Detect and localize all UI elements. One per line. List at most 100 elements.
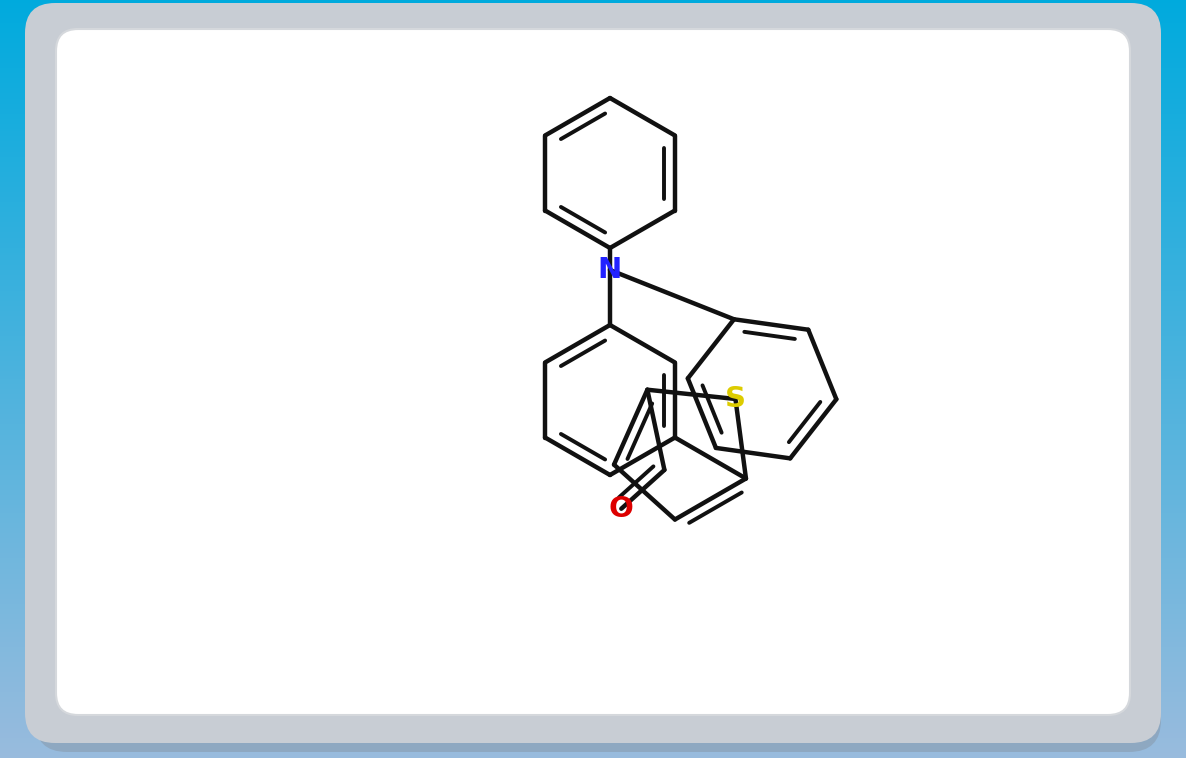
Bar bbox=[0, 538, 1186, 540]
Bar bbox=[0, 389, 1186, 392]
Bar bbox=[0, 364, 1186, 366]
Bar bbox=[0, 66, 1186, 68]
Bar bbox=[0, 601, 1186, 604]
Bar bbox=[0, 303, 1186, 305]
Bar bbox=[0, 220, 1186, 222]
Bar bbox=[0, 616, 1186, 619]
Bar bbox=[0, 437, 1186, 440]
Bar bbox=[0, 15, 1186, 17]
Bar bbox=[0, 419, 1186, 422]
Bar bbox=[0, 334, 1186, 336]
Bar bbox=[0, 576, 1186, 578]
Bar bbox=[0, 396, 1186, 399]
Bar bbox=[0, 424, 1186, 427]
FancyBboxPatch shape bbox=[36, 8, 1161, 752]
Bar bbox=[0, 275, 1186, 278]
Bar bbox=[0, 230, 1186, 233]
Bar bbox=[0, 735, 1186, 738]
Bar bbox=[0, 377, 1186, 379]
Bar bbox=[0, 305, 1186, 309]
Bar bbox=[0, 669, 1186, 672]
Bar bbox=[0, 750, 1186, 753]
Bar bbox=[0, 662, 1186, 665]
Bar bbox=[0, 74, 1186, 76]
Bar bbox=[0, 197, 1186, 199]
Bar bbox=[0, 152, 1186, 154]
Bar bbox=[0, 707, 1186, 710]
Bar bbox=[0, 612, 1186, 614]
Bar bbox=[0, 68, 1186, 70]
Bar bbox=[0, 597, 1186, 599]
Bar bbox=[0, 652, 1186, 654]
Bar bbox=[0, 460, 1186, 462]
Bar bbox=[0, 142, 1186, 144]
Text: N: N bbox=[598, 256, 623, 284]
Bar bbox=[0, 45, 1186, 48]
Bar bbox=[0, 559, 1186, 561]
Bar bbox=[0, 415, 1186, 417]
Bar bbox=[0, 553, 1186, 556]
Bar bbox=[0, 58, 1186, 61]
Bar bbox=[0, 36, 1186, 38]
Bar bbox=[0, 286, 1186, 288]
Bar bbox=[0, 715, 1186, 718]
Bar bbox=[0, 453, 1186, 455]
Bar bbox=[0, 104, 1186, 106]
Bar bbox=[0, 586, 1186, 589]
Bar bbox=[0, 243, 1186, 245]
Bar bbox=[0, 38, 1186, 40]
Bar bbox=[0, 682, 1186, 684]
Bar bbox=[0, 521, 1186, 523]
Bar bbox=[0, 180, 1186, 182]
Bar bbox=[0, 556, 1186, 559]
Bar bbox=[0, 665, 1186, 667]
Bar bbox=[0, 599, 1186, 601]
Bar bbox=[0, 318, 1186, 321]
Bar bbox=[0, 409, 1186, 412]
Bar bbox=[0, 637, 1186, 639]
Bar bbox=[0, 591, 1186, 594]
Bar bbox=[0, 25, 1186, 28]
Bar bbox=[0, 417, 1186, 419]
Bar bbox=[0, 394, 1186, 396]
Bar bbox=[0, 154, 1186, 157]
Bar bbox=[0, 589, 1186, 591]
Bar bbox=[0, 70, 1186, 74]
Bar bbox=[0, 222, 1186, 225]
Bar bbox=[0, 0, 1186, 2]
Bar bbox=[0, 642, 1186, 644]
Bar bbox=[0, 159, 1186, 161]
Bar bbox=[0, 83, 1186, 86]
Bar bbox=[0, 10, 1186, 13]
Bar bbox=[0, 503, 1186, 506]
Bar bbox=[0, 8, 1186, 10]
Bar bbox=[0, 447, 1186, 449]
Bar bbox=[0, 134, 1186, 136]
Bar bbox=[0, 195, 1186, 197]
Bar bbox=[0, 697, 1186, 700]
Bar bbox=[0, 99, 1186, 101]
Bar bbox=[0, 205, 1186, 207]
Bar bbox=[0, 207, 1186, 210]
Bar bbox=[0, 680, 1186, 682]
Bar bbox=[0, 157, 1186, 159]
Bar bbox=[0, 629, 1186, 631]
Bar bbox=[0, 713, 1186, 715]
Bar bbox=[0, 167, 1186, 169]
Bar bbox=[0, 13, 1186, 15]
Bar bbox=[0, 675, 1186, 677]
Bar bbox=[0, 692, 1186, 695]
Bar bbox=[0, 129, 1186, 131]
Bar bbox=[0, 17, 1186, 20]
Bar bbox=[0, 475, 1186, 478]
Bar bbox=[0, 288, 1186, 290]
Bar bbox=[0, 657, 1186, 659]
Bar bbox=[0, 212, 1186, 215]
Bar bbox=[0, 359, 1186, 362]
Bar bbox=[0, 432, 1186, 434]
Bar bbox=[0, 639, 1186, 642]
Bar bbox=[0, 412, 1186, 415]
Bar bbox=[0, 53, 1186, 55]
Bar bbox=[0, 581, 1186, 584]
Bar bbox=[0, 533, 1186, 536]
